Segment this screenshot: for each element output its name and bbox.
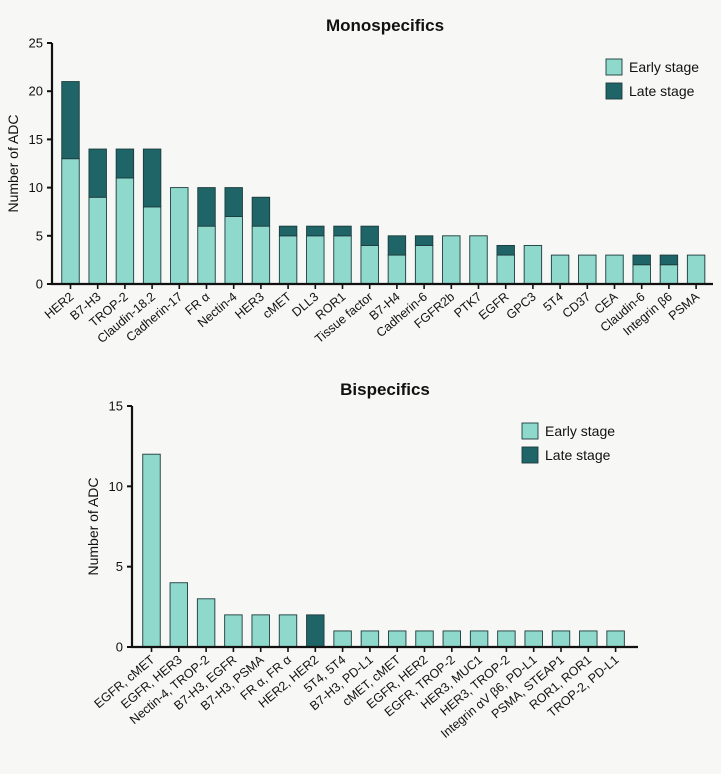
bar-early-stage — [88, 196, 107, 285]
bar-late-stage — [224, 187, 243, 217]
x-tick-label: EGFR — [476, 290, 512, 323]
bar-early-stage — [387, 254, 407, 285]
y-tick-label: 0 — [36, 277, 43, 292]
bar-early-stage — [469, 630, 489, 648]
bar-early-stage — [360, 244, 379, 285]
y-tick-label: 0 — [116, 640, 123, 655]
bar-early-stage — [523, 244, 543, 285]
bar-early-stage — [606, 630, 625, 648]
bar-late-stage — [333, 225, 352, 237]
bar-early-stage — [686, 254, 706, 285]
bar-early-stage — [579, 630, 598, 648]
y-tick-label: 10 — [109, 479, 123, 494]
bar-early-stage — [415, 630, 434, 648]
legend-label: Early stage — [629, 59, 699, 75]
bar-late-stage — [142, 148, 162, 208]
x-tick-label: CD37 — [560, 290, 594, 321]
y-tick-label: 20 — [29, 84, 43, 99]
bar-early-stage — [142, 453, 161, 648]
bar-early-stage — [142, 206, 162, 285]
legend-swatch — [605, 82, 623, 100]
bar-late-stage — [659, 254, 679, 266]
bar-early-stage — [333, 235, 352, 285]
x-tick-label: GPC3 — [504, 290, 539, 323]
bar-early-stage — [197, 225, 216, 285]
bar-early-stage — [442, 235, 461, 285]
x-tick-label: PSMA — [666, 289, 703, 323]
bar-early-stage — [224, 216, 243, 285]
chart-title: Bispecifics — [340, 380, 430, 399]
bar-early-stage — [550, 254, 570, 285]
bar-early-stage — [170, 187, 189, 285]
legend-swatch — [605, 58, 623, 76]
bar-late-stage — [360, 225, 379, 246]
bar-early-stage — [414, 244, 434, 285]
bar-late-stage — [251, 196, 271, 227]
y-tick-label: 10 — [29, 180, 43, 195]
bar-late-stage — [197, 187, 216, 227]
bar-early-stage — [496, 254, 515, 285]
bar-early-stage — [115, 177, 135, 285]
y-tick-label: 15 — [109, 399, 123, 414]
bar-early-stage — [251, 614, 270, 648]
bar-late-stage — [278, 225, 298, 237]
y-tick-label: 15 — [29, 132, 43, 147]
y-tick-label: 5 — [36, 228, 43, 243]
x-tick-label: cMET — [260, 289, 294, 321]
legend-label: Late stage — [545, 447, 611, 463]
bar-early-stage — [605, 254, 624, 285]
legend-label: Late stage — [629, 83, 695, 99]
bar-early-stage — [169, 582, 189, 648]
bar-early-stage — [306, 235, 325, 285]
bar-early-stage — [251, 225, 271, 285]
bar-early-stage — [551, 630, 571, 648]
bar-late-stage — [88, 148, 107, 198]
bar-late-stage — [387, 235, 407, 256]
bar-early-stage — [442, 630, 461, 648]
legend-label: Early stage — [545, 423, 615, 439]
y-axis-label: Number of ADC — [5, 114, 21, 212]
bar-late-stage — [414, 235, 434, 246]
bar-early-stage — [196, 598, 216, 648]
x-tick-label: HER3 — [232, 290, 267, 322]
y-tick-label: 5 — [116, 559, 123, 574]
chart-title: Monospecifics — [326, 16, 444, 35]
bar-early-stage — [578, 254, 597, 285]
bar-late-stage — [306, 614, 325, 648]
bar-early-stage — [333, 630, 352, 648]
bar-early-stage — [388, 630, 407, 648]
bar-early-stage — [497, 630, 516, 648]
bar-early-stage — [659, 264, 679, 285]
bar-late-stage — [632, 254, 651, 266]
bar-early-stage — [632, 264, 651, 285]
bar-late-stage — [61, 81, 80, 160]
legend-swatch — [521, 446, 539, 464]
bar-early-stage — [61, 158, 80, 285]
bar-early-stage — [278, 235, 298, 285]
bar-late-stage — [496, 244, 515, 256]
bar-early-stage — [224, 614, 243, 648]
bar-early-stage — [360, 630, 380, 648]
bar-early-stage — [469, 235, 488, 285]
y-tick-label: 25 — [29, 36, 43, 51]
bar-late-stage — [115, 148, 135, 179]
legend-swatch — [521, 422, 539, 440]
bar-late-stage — [306, 225, 325, 237]
y-axis-label: Number of ADC — [85, 477, 101, 575]
bar-early-stage — [278, 614, 298, 648]
bar-early-stage — [524, 630, 543, 648]
